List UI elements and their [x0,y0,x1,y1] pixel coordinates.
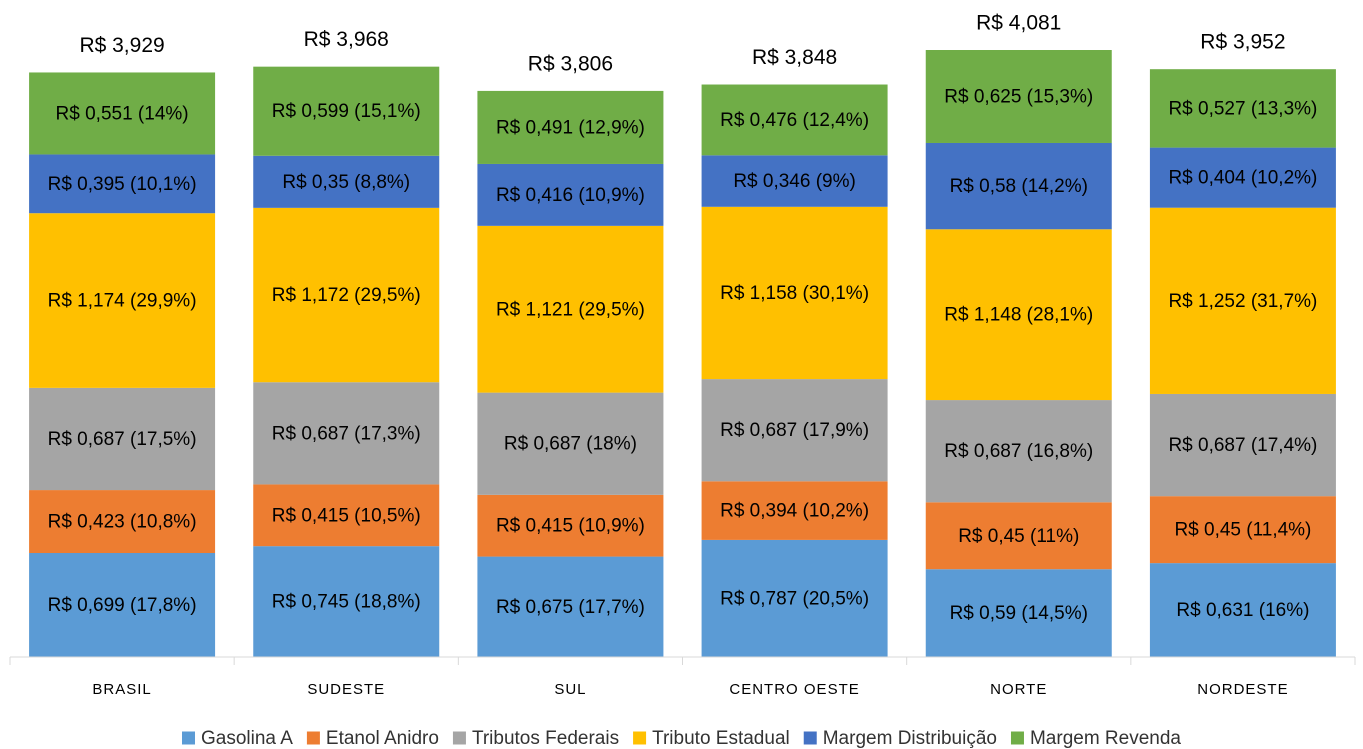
segment-label: R$ 0,745 (18,8%) [272,592,421,613]
bar-segment [925,569,1112,657]
bar-segment [1149,147,1336,208]
legend-swatch [182,731,195,745]
segment-label: R$ 1,121 (29,5%) [496,299,645,320]
bar-segment [29,72,216,155]
segment-label: R$ 0,687 (17,4%) [1168,435,1317,456]
bar-segment [253,382,440,485]
bar-segment [1149,563,1336,657]
bar-segment [701,84,888,156]
legend-label: Margem Distribuição [823,728,997,749]
bar-segment [477,392,664,495]
bar-segment [253,546,440,657]
bar-segment [701,206,888,380]
segment-label: R$ 0,625 (15,3%) [944,87,1093,108]
segment-label: R$ 0,404 (10,2%) [1168,168,1317,189]
total-label: R$ 3,952 [1200,31,1285,54]
legend-label: Gasolina A [201,728,293,749]
bar-segment [925,50,1112,143]
segment-label: R$ 1,148 (28,1%) [944,305,1093,326]
legend-label: Etanol Anidro [326,728,439,749]
bar-segment [477,90,664,164]
segment-label: R$ 0,491 (12,9%) [496,117,645,138]
bar-segment [1149,393,1336,497]
bar-segment [925,400,1112,503]
bar-segment [477,225,664,393]
segment-label: R$ 0,415 (10,9%) [496,516,645,537]
legend-label: Tributos Federais [472,728,619,749]
segment-label: R$ 0,59 (14,5%) [950,603,1088,624]
x-tick-label: SUDESTE [307,681,385,698]
segment-label: R$ 1,252 (31,7%) [1168,291,1317,312]
x-tick-label: SUL [554,681,586,698]
bar-segment [701,481,888,540]
segment-label: R$ 0,675 (17,7%) [496,597,645,618]
segment-label: R$ 1,172 (29,5%) [272,285,421,306]
segment-label: R$ 1,158 (30,1%) [720,283,869,304]
legend-label: Margem Revenda [1030,728,1181,749]
legend-swatch [633,731,647,745]
bar-segment [253,207,440,383]
bar-segment [1149,207,1336,394]
segment-label: R$ 0,395 (10,1%) [48,174,197,195]
bar-segment [29,213,216,388]
segment-label: R$ 0,631 (16%) [1176,600,1309,621]
bar-segment [253,66,440,156]
segment-label: R$ 0,687 (17,9%) [720,420,869,441]
bar-segment [701,539,888,657]
segment-label: R$ 0,45 (11,4%) [1174,520,1311,541]
legend-swatch [1010,731,1024,745]
total-label: R$ 3,848 [752,46,837,69]
segment-label: R$ 0,35 (8,8%) [282,172,410,193]
legend-swatch [803,731,817,745]
bar-segment [925,502,1112,570]
segment-label: R$ 0,687 (18%) [504,434,637,455]
bar-segment [29,154,216,214]
segment-label: R$ 0,551 (14%) [56,103,189,124]
segment-label: R$ 0,787 (20,5%) [720,588,869,609]
bar-segment [29,387,216,491]
segment-label: R$ 0,699 (17,8%) [48,595,197,616]
x-tick-label: NORTE [990,681,1047,698]
total-label: R$ 4,081 [976,12,1061,35]
segment-label: R$ 0,58 (14,2%) [950,176,1088,197]
bar-segment [477,494,664,557]
legend: Gasolina A Etanol Anidro Tributos Federais… [182,728,1181,749]
segment-label: R$ 0,687 (16,8%) [944,441,1093,462]
bar-segment [701,379,888,482]
x-tick-label: NORDESTE [1197,681,1288,698]
legend-swatch [452,731,466,745]
bar-segment [1149,496,1336,564]
segment-label: R$ 0,346 (9%) [733,171,856,192]
x-tick-label: CENTRO OESTE [729,681,859,698]
segment-label: R$ 0,687 (17,5%) [48,429,197,450]
bar-segment [29,490,216,554]
bar-segment [253,155,440,208]
legend-swatch [306,731,320,745]
bar-segment [253,484,440,547]
x-tick-label: BRASIL [92,681,151,698]
bar-segment [477,556,664,657]
bar-segment [29,553,216,657]
segment-label: R$ 0,415 (10,5%) [272,505,421,526]
bar-segment [477,163,664,226]
segment-label: R$ 0,599 (15,1%) [272,101,421,122]
segment-label: R$ 0,45 (11%) [958,526,1079,547]
segment-label: R$ 0,416 (10,9%) [496,185,645,206]
bar-segment [925,142,1112,230]
total-label: R$ 3,968 [304,28,389,51]
segment-label: R$ 1,174 (29,9%) [48,291,197,312]
segment-label: R$ 0,394 (10,2%) [720,501,869,522]
segment-label: R$ 0,423 (10,8%) [48,512,197,533]
bar-segment [1149,69,1336,148]
bar-segment [701,155,888,207]
total-label: R$ 3,929 [79,34,164,57]
segment-label: R$ 0,476 (12,4%) [720,110,869,131]
segment-label: R$ 0,527 (13,3%) [1168,98,1317,119]
legend-label: Tributo Estadual [652,728,790,749]
bar-segment [925,229,1112,401]
total-label: R$ 3,806 [528,52,613,75]
segment-label: R$ 0,687 (17,3%) [272,423,421,444]
